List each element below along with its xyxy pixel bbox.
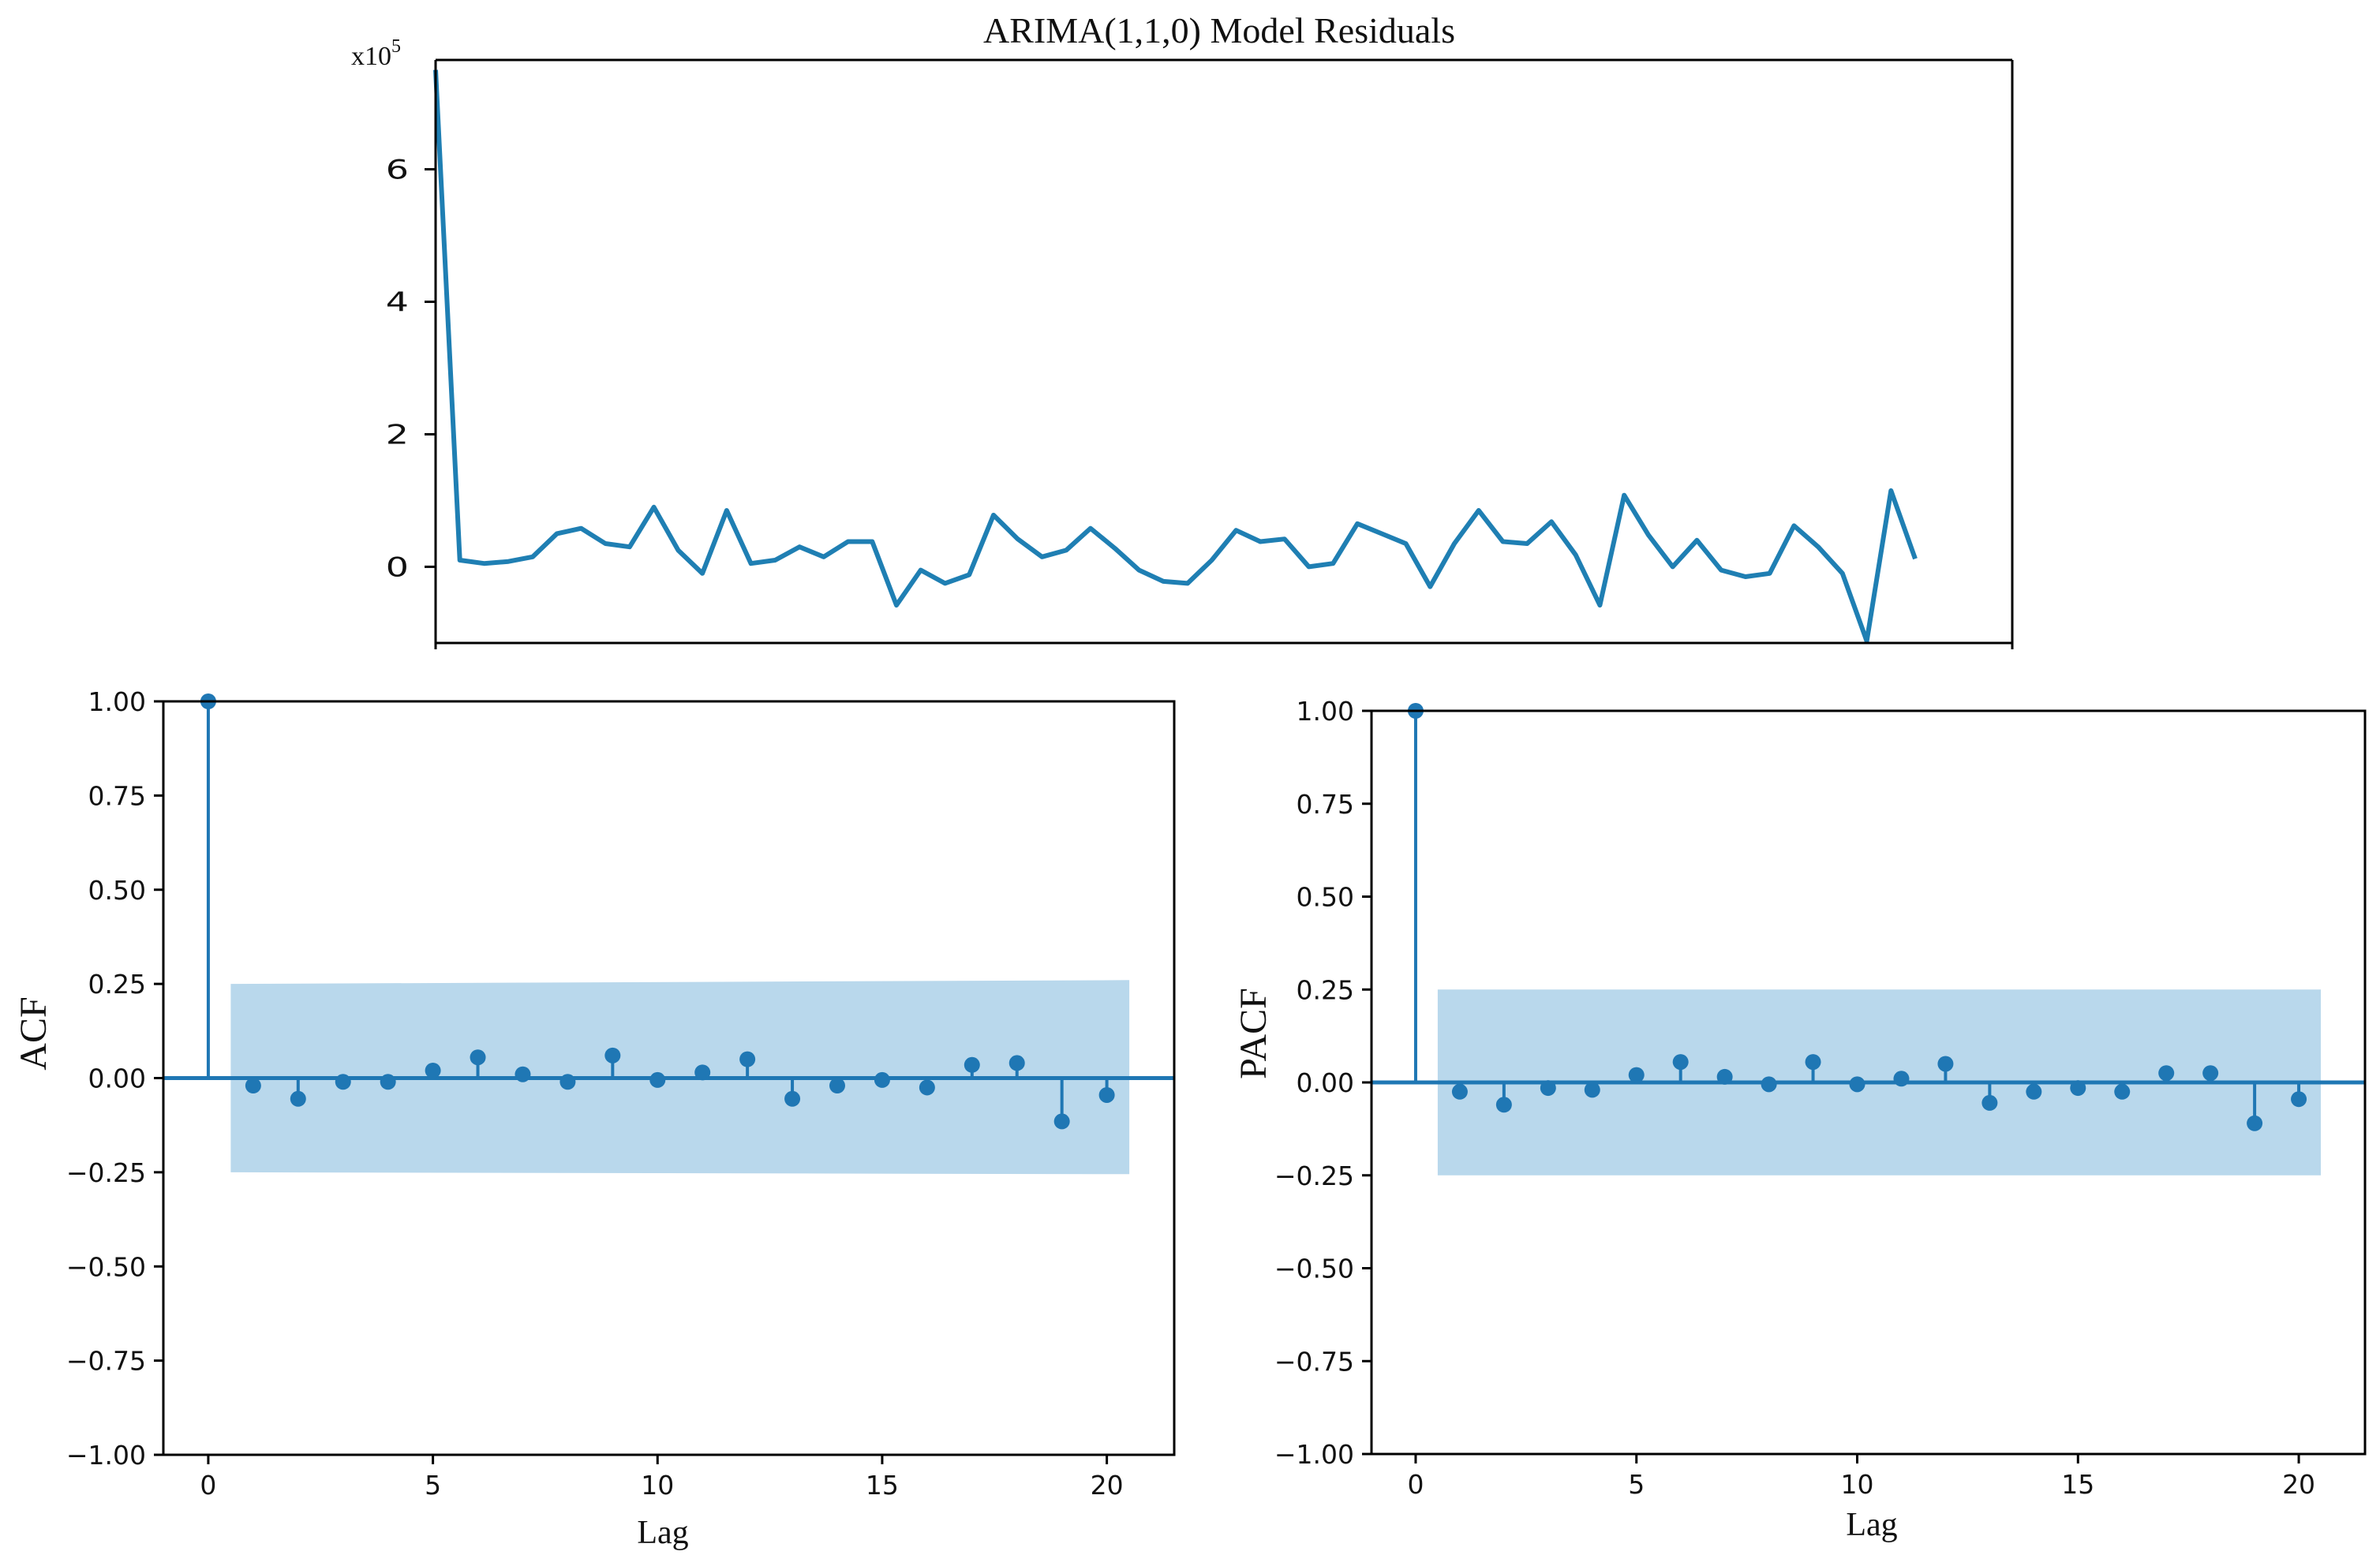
pacf-marker xyxy=(2070,1080,2086,1097)
pacf-marker xyxy=(1495,1097,1512,1113)
residuals-scale-base: x10 xyxy=(351,42,391,71)
acf-marker xyxy=(1009,1055,1025,1071)
acf-marker xyxy=(425,1062,441,1078)
residuals-chart-title: ARIMA(1,1,0) Model Residuals xyxy=(983,10,1455,50)
pacf-marker xyxy=(1981,1094,1998,1111)
pacf-xtick-label: 5 xyxy=(1628,1469,1645,1500)
residuals-scale-label: x105 xyxy=(351,36,401,71)
acf-marker xyxy=(515,1066,531,1082)
pacf-ytick-label: 0.75 xyxy=(1297,789,1354,820)
acf-ytick-label: −0.50 xyxy=(66,1251,146,1282)
residuals-ytick-label: 6 xyxy=(386,154,409,185)
acf-marker xyxy=(694,1064,711,1081)
pacf-marker xyxy=(2158,1065,2175,1082)
acf-xtick-label: 5 xyxy=(425,1470,441,1501)
pacf-xtick-label: 10 xyxy=(1841,1469,1874,1500)
acf-marker xyxy=(335,1074,351,1090)
acf-ytick-label: 1.00 xyxy=(88,686,146,717)
pacf-marker xyxy=(2026,1083,2042,1100)
pacf-chart: 1.00 0.75 0.50 0.25 0.00 −0.25 −0.50 −0.75 −1.00… xyxy=(1233,696,2367,1543)
acf-marker xyxy=(874,1071,890,1088)
acf-marker xyxy=(245,1078,261,1094)
acf-ytick-label: 0.25 xyxy=(88,969,146,1000)
pacf-xtick-label: 15 xyxy=(2061,1469,2094,1500)
acf-marker xyxy=(739,1051,756,1067)
pacf-marker xyxy=(1716,1068,1733,1085)
pacf-marker xyxy=(1540,1080,1556,1097)
pacf-marker xyxy=(1849,1076,1865,1093)
pacf-ytick-label: 1.00 xyxy=(1297,696,1354,727)
acf-ytick-label: 0.75 xyxy=(88,780,146,811)
pacf-ytick-label: 0.25 xyxy=(1297,974,1354,1005)
acf-ytick-label: −1.00 xyxy=(66,1440,146,1471)
acf-ytick-label: −0.25 xyxy=(66,1157,146,1188)
pacf-marker xyxy=(1937,1056,1954,1072)
acf-marker xyxy=(919,1079,935,1096)
pacf-marker xyxy=(1672,1054,1689,1071)
pacf-ytick-label: −0.25 xyxy=(1274,1161,1354,1191)
acf-xtick-label: 10 xyxy=(641,1470,674,1501)
residuals-ytick-label: 2 xyxy=(386,419,409,450)
acf-xtick-label: 0 xyxy=(200,1470,216,1501)
pacf-xtick-label: 0 xyxy=(1407,1469,1424,1500)
acf-marker xyxy=(649,1071,666,1088)
pacf-xlabel: Lag xyxy=(1846,1507,1897,1543)
acf-ylabel: ACF xyxy=(13,996,54,1070)
acf-ytick-label: −0.75 xyxy=(66,1346,146,1377)
acf-marker xyxy=(470,1049,486,1066)
residuals-chart: ARIMA(1,1,0) Model Residuals x105 0 2 4 6 xyxy=(351,10,2014,649)
acf-xtick-label: 20 xyxy=(1091,1470,1124,1501)
acf-marker xyxy=(829,1078,845,1094)
acf-marker xyxy=(1053,1113,1070,1130)
pacf-marker xyxy=(1761,1076,1777,1093)
residuals-scale-exponent: 5 xyxy=(391,36,401,57)
acf-xlabel: Lag xyxy=(637,1515,688,1551)
pacf-marker xyxy=(2114,1083,2131,1100)
pacf-marker xyxy=(2247,1115,2263,1131)
pacf-marker xyxy=(1584,1082,1600,1098)
acf-marker xyxy=(784,1090,801,1107)
acf-marker xyxy=(604,1047,621,1063)
acf-marker xyxy=(559,1074,576,1090)
acf-marker xyxy=(380,1074,396,1090)
acf-ytick-label: 0.50 xyxy=(88,875,146,906)
pacf-marker xyxy=(1893,1071,1910,1087)
pacf-marker xyxy=(1805,1054,1821,1071)
residuals-ytick-label: 0 xyxy=(386,551,409,583)
pacf-ytick-label: −0.75 xyxy=(1274,1346,1354,1377)
acf-chart: 1.00 0.75 0.50 0.25 0.00 −0.25 −0.50 −0.75 −1.00… xyxy=(13,686,1176,1551)
pacf-ytick-label: 0.00 xyxy=(1297,1067,1354,1098)
acf-marker xyxy=(290,1090,306,1107)
acf-marker xyxy=(964,1056,980,1073)
pacf-ytick-label: −0.50 xyxy=(1274,1254,1354,1284)
pacf-ytick-label: 0.50 xyxy=(1297,882,1354,913)
pacf-ytick-label: −1.00 xyxy=(1274,1439,1354,1470)
pacf-marker xyxy=(2291,1091,2307,1108)
acf-xtick-label: 15 xyxy=(866,1470,899,1501)
acf-marker xyxy=(1098,1086,1115,1103)
pacf-marker xyxy=(1628,1067,1645,1083)
residuals-line xyxy=(433,69,1918,644)
pacf-marker xyxy=(1451,1083,1468,1100)
residuals-ytick-label: 4 xyxy=(386,286,409,318)
pacf-marker xyxy=(2202,1065,2219,1082)
pacf-ylabel: PACF xyxy=(1233,988,1274,1079)
pacf-xtick-label: 20 xyxy=(2282,1469,2315,1500)
acf-ytick-label: 0.00 xyxy=(88,1063,146,1094)
